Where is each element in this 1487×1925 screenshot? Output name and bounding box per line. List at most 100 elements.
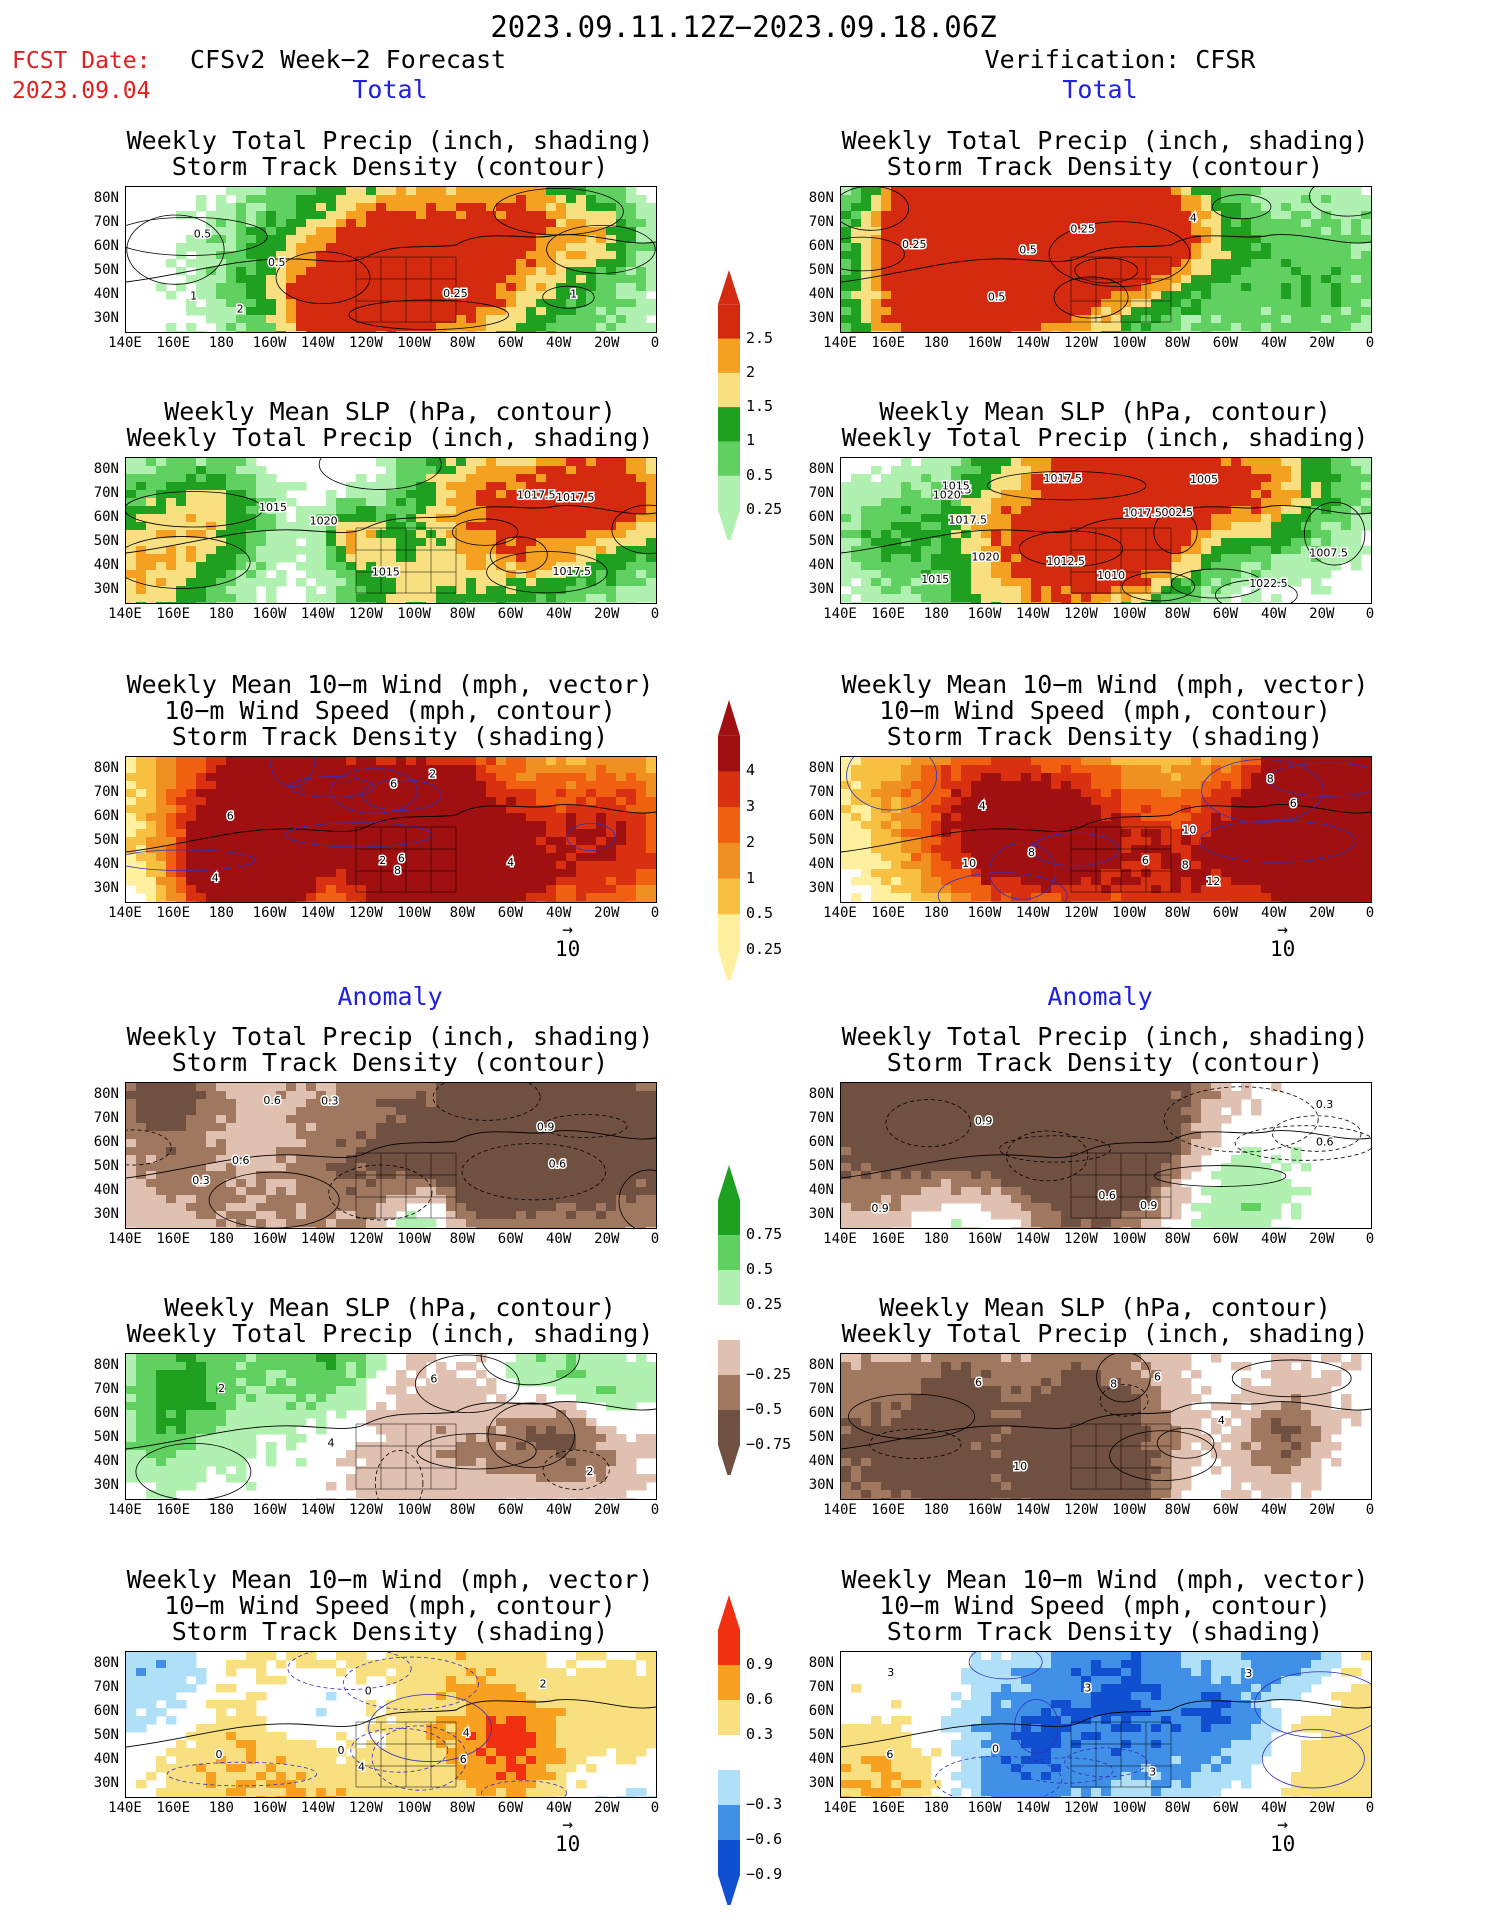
shading-cell [376, 602, 387, 603]
shading-cell [921, 307, 932, 316]
shading-cell [961, 211, 972, 220]
shading-cell [306, 853, 317, 862]
shading-cell [476, 570, 487, 579]
shading-cell [376, 195, 387, 204]
shading-cell [296, 235, 307, 244]
shading-cell [546, 331, 557, 332]
shading-cell [156, 530, 167, 539]
shading-cell [881, 554, 892, 563]
shading-cell [296, 869, 307, 878]
shading-cell [136, 765, 147, 774]
shading-cell [891, 586, 902, 595]
shading-cell [386, 861, 397, 870]
shading-cell [1101, 323, 1112, 332]
shading-cell [881, 211, 892, 220]
shading-cell [1231, 203, 1242, 212]
shading-cell [636, 554, 647, 563]
shading-cell [346, 781, 357, 790]
shading-cell [1171, 283, 1182, 292]
shading-cell [1351, 275, 1362, 284]
shading-cell [991, 482, 1002, 491]
lat-tick-label: 70N [808, 485, 834, 501]
shading-cell [951, 315, 962, 324]
shading-cell [971, 514, 982, 523]
shading-cell [176, 490, 187, 499]
shading-cell [961, 602, 972, 603]
shading-cell [941, 522, 952, 531]
shading-cell [981, 283, 992, 292]
shading-cell [981, 474, 992, 483]
shading-cell [416, 781, 427, 790]
shading-cell [436, 586, 447, 595]
shading-cell [1291, 267, 1302, 276]
shading-cell [516, 283, 527, 292]
shading-cell [1011, 490, 1022, 499]
shading-cell [1171, 323, 1182, 332]
shading-cell [1021, 187, 1032, 196]
shading-cell [556, 578, 567, 587]
shading-cell [366, 243, 377, 252]
shading-cell [861, 235, 872, 244]
shading-cell [1071, 203, 1082, 212]
shading-cell [206, 299, 217, 308]
shading-cell [496, 283, 507, 292]
shading-cell [1001, 578, 1012, 587]
shading-cell [526, 562, 537, 571]
shading-cell [871, 594, 882, 603]
shading-cell [446, 195, 457, 204]
shading-cell [436, 490, 447, 499]
shading-cell [871, 331, 882, 332]
shading-cell [446, 291, 457, 300]
shading-cell [1111, 331, 1122, 332]
shading-cell [1221, 514, 1232, 523]
shading-cell [1071, 307, 1082, 316]
shading-cell [546, 530, 557, 539]
shading-cell [1311, 323, 1322, 332]
shading-cell [226, 458, 237, 467]
shading-cell [486, 805, 497, 814]
shading-cell [841, 570, 852, 579]
contour-label: 0.5 [1019, 243, 1037, 256]
shading-cell [576, 578, 587, 587]
shading-cell [366, 901, 377, 902]
shading-cell [456, 275, 467, 284]
shading-cell [646, 805, 656, 814]
shading-cell [496, 187, 507, 196]
shading-cell [206, 845, 217, 854]
shading-cell [326, 219, 337, 228]
shading-cell [266, 498, 277, 507]
shading-cell [1301, 291, 1312, 300]
shading-cell [416, 789, 427, 798]
shading-cell [466, 490, 477, 499]
shading-cell [336, 251, 347, 260]
shading-cell [566, 522, 577, 531]
shading-cell [616, 554, 627, 563]
shading-cell [236, 821, 247, 830]
shading-cell [921, 522, 932, 531]
shading-cell [1081, 259, 1092, 268]
shading-cell [276, 893, 287, 902]
shading-cell [176, 586, 187, 595]
shading-cell [186, 602, 197, 603]
shading-cell [1031, 299, 1042, 308]
shading-cell [891, 299, 902, 308]
shading-cell [506, 203, 517, 212]
shading-cell [1361, 291, 1371, 300]
shading-cell [336, 765, 347, 774]
shading-cell [536, 187, 547, 196]
shading-cell [236, 602, 247, 603]
contour-line [348, 299, 509, 330]
shading-cell [566, 482, 577, 491]
shading-cell [1131, 291, 1142, 300]
shading-cell [1001, 546, 1012, 555]
contour-label: 2 [237, 303, 244, 316]
shading-cell [286, 235, 297, 244]
shading-cell [871, 578, 882, 587]
shading-cell [1241, 315, 1252, 324]
shading-cell [1251, 482, 1262, 491]
shading-cell [156, 466, 167, 475]
shading-cell [881, 235, 892, 244]
shading-cell [1001, 498, 1012, 507]
shading-cell [166, 893, 177, 902]
contour-label: 1 [570, 287, 577, 300]
